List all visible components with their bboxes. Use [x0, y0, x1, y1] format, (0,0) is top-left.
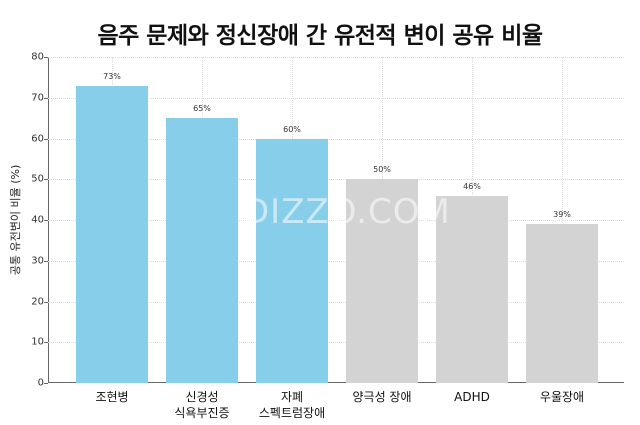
bar-value-label: 50%	[373, 165, 391, 175]
y-tick-mark	[44, 260, 48, 262]
gridline-h	[48, 301, 624, 303]
y-tick-label: 0	[37, 377, 44, 389]
y-tick-label: 80	[31, 51, 44, 63]
bar	[346, 179, 418, 383]
plot-area: 0 10 20 30 40 50 60 70 80 73% 65% 60% 50% 46% 39%	[31, 52, 624, 389]
y-tick-mark	[44, 342, 48, 344]
bar-value-label: 46%	[463, 181, 481, 191]
y-axis-label: 공통 유전변이 비율 (%)	[7, 165, 23, 275]
chart-title: 음주 문제와 정신장애 간 유전적 변이 공유 비율	[97, 23, 543, 49]
y-tick-label: 70	[31, 92, 44, 104]
x-tick-label: 우울장애	[539, 390, 585, 404]
y-tick-label: 50	[31, 173, 44, 185]
gridline-h	[48, 260, 624, 262]
x-tick-label: ADHD	[454, 390, 490, 404]
y-tick-mark	[44, 383, 48, 384]
x-tick-label: 신경성 식욕부진증	[174, 390, 230, 420]
gridline-h	[48, 138, 624, 140]
y-tick-mark	[44, 57, 48, 58]
bar-value-label: 73%	[103, 71, 121, 81]
y-tick-label: 20	[31, 296, 44, 307]
bar	[166, 118, 238, 383]
bar-value-label: 60%	[283, 124, 301, 134]
x-tick-label: 조현병	[95, 390, 129, 404]
y-tick-mark	[44, 138, 48, 140]
gridline-h	[48, 57, 624, 58]
x-tick-label: 자폐 스펙트럼장애	[258, 390, 326, 420]
y-tick-label: 10	[31, 336, 44, 348]
y-tick-mark	[44, 97, 48, 99]
x-tick-label: 양극성 장애	[352, 390, 412, 404]
bar-value-label: 39%	[553, 210, 571, 220]
bar	[436, 195, 508, 383]
gridline-h	[48, 220, 624, 221]
bar	[256, 138, 328, 383]
y-axis-label-text: 공통 유전변이 비율 (%)	[9, 164, 22, 276]
gridline-h	[48, 97, 624, 99]
gridline-h	[48, 342, 624, 344]
watermark: DIZZO.COM	[243, 192, 451, 232]
bar	[526, 224, 598, 383]
x-axis	[48, 382, 624, 383]
bar	[76, 85, 148, 383]
y-tick-mark	[44, 301, 48, 303]
bar-value-label: 65%	[193, 104, 211, 114]
y-tick-label: 60	[31, 133, 44, 144]
y-tick-mark	[44, 220, 48, 221]
y-tick-label: 40	[31, 214, 44, 226]
y-tick-label: 30	[31, 255, 44, 267]
y-tick-mark	[44, 179, 48, 181]
gridline-h	[48, 179, 624, 181]
gridline-v	[562, 57, 563, 383]
